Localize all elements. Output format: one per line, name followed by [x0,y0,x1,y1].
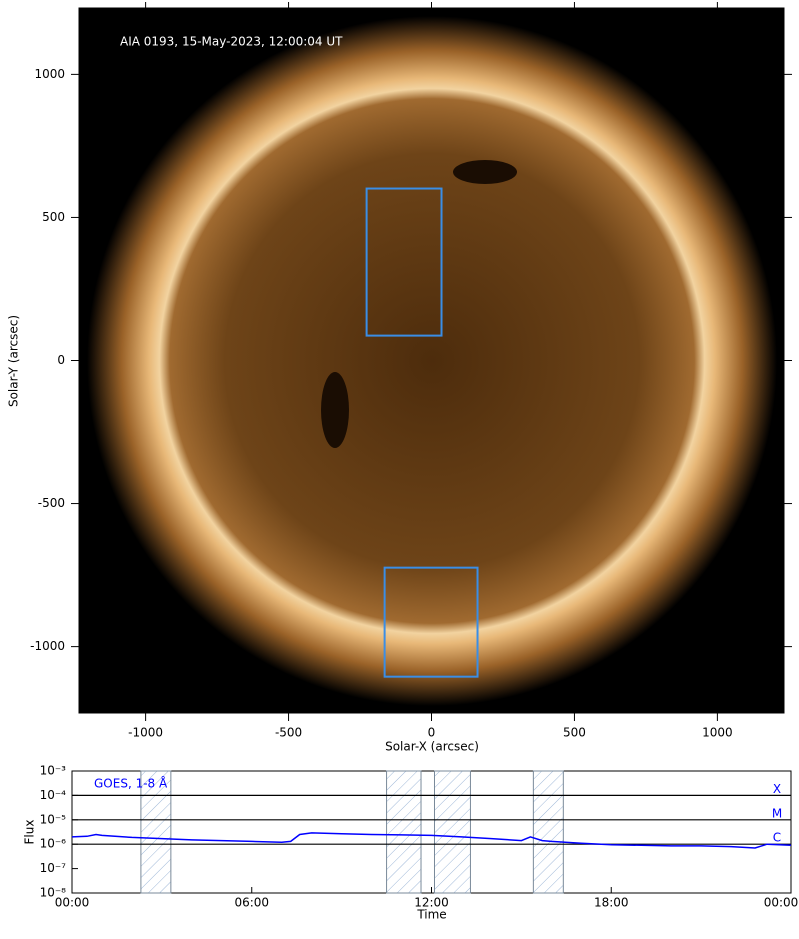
x-axis-label: Time [416,908,446,922]
highlight-interval [532,770,564,894]
y-tick-label: 10⁻⁷ [40,861,67,875]
y-tick-label: 10⁻⁶ [40,837,67,851]
series-label: GOES, 1-8 Å [94,776,168,791]
y-tick-label: 500 [42,210,65,224]
x-tick-label: 06:00 [234,896,269,910]
x-tick-label: 00:00 [55,896,90,910]
y-tick-label: 10⁻⁴ [40,788,67,802]
x-tick-label: 00:00 [764,896,799,910]
y-axis-label: Solar-Y (arcsec) [7,315,21,407]
flux-line [71,832,792,849]
y-tick-label: -1000 [30,639,65,653]
solar-disk [87,16,777,706]
region-box [383,566,479,678]
x-tick-label: 500 [563,726,586,740]
y-tick-label: 0 [57,353,65,367]
x-tick-label: 18:00 [594,896,629,910]
x-tick-label: 1000 [702,726,733,740]
x-tick-label: -1000 [128,726,163,740]
y-tick-label: -500 [38,496,65,510]
plot-frame [71,770,792,894]
highlight-interval [433,770,471,894]
highlight-interval [140,770,172,894]
coronal-hole [321,372,349,448]
highlight-interval [386,770,422,894]
class-label: C [773,831,781,845]
image-annotation: AIA 0193, 15-May-2023, 12:00:04 UT [120,35,343,49]
y-tick-label: 10⁻⁵ [40,812,67,826]
y-tick-label: 10⁻³ [40,764,67,778]
y-tick-label: 1000 [34,67,65,81]
coronal-hole [453,160,517,184]
class-label: M [772,806,782,820]
x-tick-label: -500 [275,726,302,740]
y-tick-label: 10⁻⁸ [40,886,67,900]
class-label: X [773,782,781,796]
region-box [365,187,443,337]
x-tick-label: 12:00 [414,896,449,910]
x-axis-label: Solar-X (arcsec) [385,740,479,754]
y-axis-label: Flux [23,820,37,845]
x-tick-label: 0 [428,726,436,740]
